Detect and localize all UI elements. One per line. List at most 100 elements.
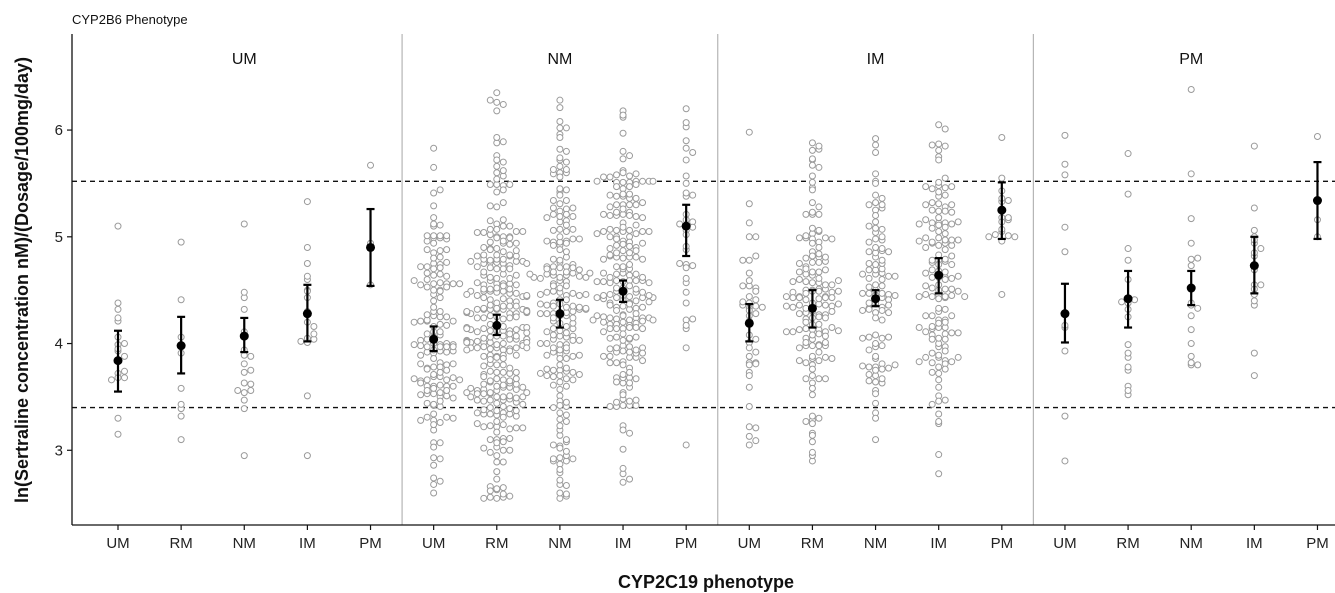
data-point [613, 226, 621, 234]
data-point [436, 419, 444, 427]
data-point [480, 314, 488, 322]
data-point [808, 239, 816, 247]
data-point [915, 293, 923, 301]
data-point [802, 210, 810, 218]
data-point [821, 375, 829, 383]
data-point [499, 248, 507, 256]
data-point [493, 107, 501, 115]
data-point [815, 342, 823, 350]
data-point [865, 222, 873, 230]
data-point [562, 221, 570, 229]
data-point [613, 359, 621, 367]
data-point [556, 422, 564, 430]
data-point [417, 317, 425, 325]
data-point [808, 258, 816, 266]
data-point [562, 303, 570, 311]
data-point [549, 381, 557, 389]
data-point [562, 197, 570, 205]
data-point [639, 177, 647, 185]
data-point [562, 375, 570, 383]
data-point [613, 201, 621, 209]
data-point [449, 374, 457, 382]
data-point [512, 394, 520, 402]
data-point [632, 201, 640, 209]
data-point [808, 139, 816, 147]
data-point [480, 294, 488, 302]
facet-label: NM [547, 51, 572, 68]
data-point [506, 285, 514, 293]
data-point [443, 258, 451, 266]
data-point [626, 226, 634, 234]
data-point [562, 436, 570, 444]
data-point [935, 410, 943, 418]
data-point [506, 234, 514, 242]
data-point [998, 134, 1006, 142]
data-point [600, 269, 608, 277]
data-point [808, 155, 816, 163]
data-point [619, 169, 627, 177]
data-point [499, 138, 507, 146]
data-point [935, 146, 943, 154]
data-point [436, 221, 444, 229]
data-point [436, 294, 444, 302]
data-point [556, 154, 564, 162]
data-point [808, 178, 816, 186]
data-point [935, 351, 943, 359]
data-point [828, 294, 836, 302]
x-tick-label: IM [615, 535, 632, 552]
data-point [512, 344, 520, 352]
data-point [562, 239, 570, 247]
data-point [410, 277, 418, 285]
data-point [493, 361, 501, 369]
data-point [493, 458, 501, 466]
data-point [486, 238, 494, 246]
data-point [519, 393, 527, 401]
data-point [430, 303, 438, 311]
data-point [821, 338, 829, 346]
data-point [436, 477, 444, 485]
data-point [872, 436, 880, 444]
data-point [1124, 256, 1132, 264]
data-point [613, 208, 621, 216]
data-point [878, 365, 886, 373]
data-point [689, 262, 697, 270]
data-point [436, 397, 444, 405]
data-point [575, 351, 583, 359]
data-point [632, 310, 640, 318]
data-point [499, 413, 507, 421]
data-point [626, 152, 634, 160]
data-point [878, 233, 886, 241]
data-point [486, 404, 494, 412]
x-tick-label: UM [422, 535, 445, 552]
data-point [499, 186, 507, 194]
data-point [948, 274, 956, 282]
data-point [1061, 131, 1069, 139]
data-point [619, 478, 627, 486]
data-point [177, 400, 185, 408]
data-point [473, 337, 481, 345]
data-point [606, 301, 614, 309]
data-point [613, 249, 621, 257]
data-point [941, 255, 949, 263]
data-point [1118, 298, 1126, 306]
data-point [808, 279, 816, 287]
data-point [549, 210, 557, 218]
data-point [682, 288, 690, 296]
data-point [549, 226, 557, 234]
data-point [240, 405, 248, 413]
data-point [486, 327, 494, 335]
data-point [935, 241, 943, 249]
data-point [808, 365, 816, 373]
data-point [506, 240, 514, 248]
data-point [606, 334, 614, 342]
data-point [493, 353, 501, 361]
data-point [493, 382, 501, 390]
data-point [562, 268, 570, 276]
data-point [506, 181, 514, 189]
data-point [872, 261, 880, 269]
data-point [423, 232, 431, 240]
data-point [961, 293, 969, 301]
data-point [417, 351, 425, 359]
data-point [549, 282, 557, 290]
data-point [922, 234, 930, 242]
